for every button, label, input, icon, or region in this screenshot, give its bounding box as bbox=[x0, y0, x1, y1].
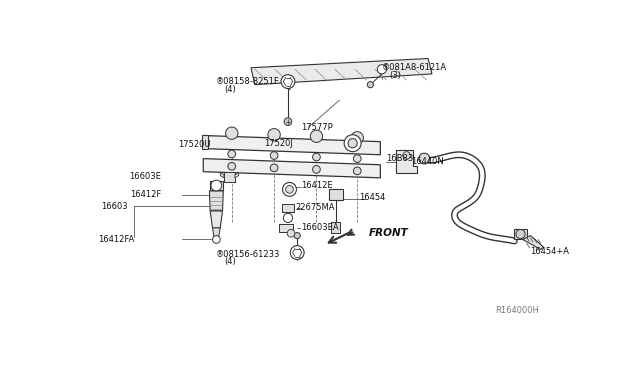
Text: FRONT: FRONT bbox=[369, 228, 408, 238]
Text: ®08158-8251F: ®08158-8251F bbox=[216, 77, 280, 86]
Circle shape bbox=[353, 155, 361, 163]
Circle shape bbox=[270, 152, 278, 159]
Circle shape bbox=[287, 230, 295, 237]
Circle shape bbox=[516, 230, 525, 239]
Circle shape bbox=[284, 213, 292, 222]
Circle shape bbox=[378, 65, 387, 74]
Polygon shape bbox=[396, 150, 417, 173]
Circle shape bbox=[294, 232, 300, 239]
Text: 17520J: 17520J bbox=[264, 139, 293, 148]
Text: (4): (4) bbox=[224, 257, 236, 266]
Text: R164000H: R164000H bbox=[495, 306, 539, 315]
Bar bbox=[224, 173, 235, 182]
Polygon shape bbox=[204, 158, 380, 178]
Circle shape bbox=[344, 135, 361, 152]
Circle shape bbox=[228, 163, 236, 170]
Circle shape bbox=[351, 132, 364, 144]
Bar bbox=[513, 229, 527, 240]
Text: 16412FA: 16412FA bbox=[98, 235, 134, 244]
Text: (3): (3) bbox=[390, 71, 401, 80]
Bar bbox=[210, 181, 223, 190]
Circle shape bbox=[419, 153, 429, 164]
Polygon shape bbox=[220, 173, 224, 178]
Text: 22675MA: 22675MA bbox=[296, 203, 335, 212]
Text: 16603: 16603 bbox=[101, 202, 127, 211]
Text: 16603E: 16603E bbox=[129, 172, 161, 181]
Polygon shape bbox=[212, 228, 220, 237]
Text: (4): (4) bbox=[224, 85, 236, 94]
Circle shape bbox=[285, 186, 293, 193]
Text: 17577P: 17577P bbox=[301, 122, 333, 132]
Text: ®08156-61233: ®08156-61233 bbox=[216, 250, 281, 259]
Bar bbox=[202, 135, 208, 150]
Circle shape bbox=[212, 235, 220, 243]
Circle shape bbox=[268, 129, 280, 141]
Circle shape bbox=[403, 152, 410, 159]
Polygon shape bbox=[235, 173, 239, 178]
Polygon shape bbox=[251, 58, 432, 85]
Text: 16412F: 16412F bbox=[130, 190, 161, 199]
Circle shape bbox=[312, 166, 320, 173]
Bar bbox=[279, 224, 292, 232]
Text: 17520U: 17520U bbox=[178, 140, 211, 149]
Polygon shape bbox=[204, 135, 380, 155]
Polygon shape bbox=[210, 211, 223, 228]
Circle shape bbox=[211, 180, 221, 191]
Circle shape bbox=[310, 130, 323, 142]
Text: 16B83: 16B83 bbox=[386, 154, 413, 163]
Circle shape bbox=[367, 81, 373, 88]
Circle shape bbox=[270, 164, 278, 172]
Bar bbox=[331, 222, 340, 232]
Text: ®081A8-6121A: ®081A8-6121A bbox=[382, 63, 447, 72]
Text: 16412E: 16412E bbox=[301, 181, 333, 190]
Bar bbox=[329, 189, 342, 200]
Polygon shape bbox=[209, 191, 223, 211]
Circle shape bbox=[284, 118, 292, 125]
Circle shape bbox=[283, 183, 296, 196]
Circle shape bbox=[281, 75, 295, 89]
Bar bbox=[282, 204, 294, 212]
Text: 16603EA: 16603EA bbox=[301, 222, 339, 232]
Text: 16454: 16454 bbox=[359, 193, 385, 202]
Circle shape bbox=[228, 150, 236, 158]
Circle shape bbox=[353, 167, 361, 175]
Text: 16454+A: 16454+A bbox=[530, 247, 569, 256]
Circle shape bbox=[291, 246, 304, 260]
Text: 16440N: 16440N bbox=[411, 157, 444, 166]
Circle shape bbox=[348, 139, 357, 148]
Circle shape bbox=[312, 153, 320, 161]
Circle shape bbox=[225, 127, 238, 140]
Polygon shape bbox=[523, 235, 543, 250]
